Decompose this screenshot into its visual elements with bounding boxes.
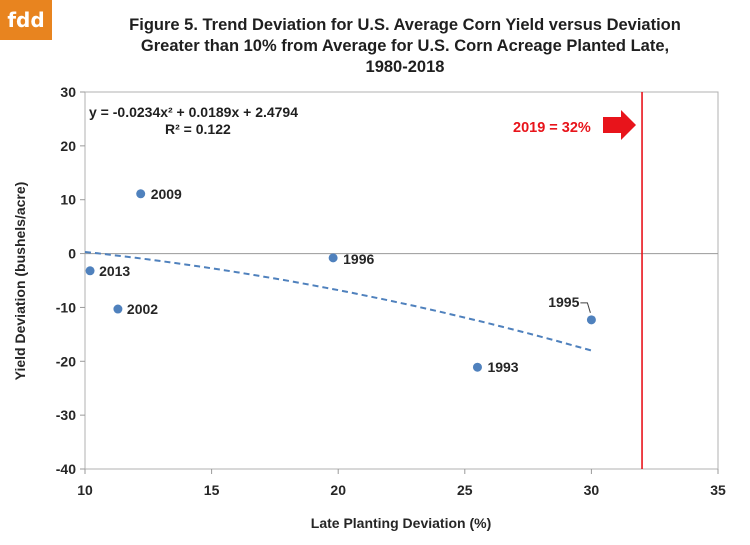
plot-area-frame <box>84 91 719 470</box>
data-point <box>472 362 482 372</box>
data-point <box>85 266 95 276</box>
y-tick-label: -30 <box>56 407 76 423</box>
fdd-logo-badge <box>0 0 52 40</box>
point-label-leader <box>580 302 591 313</box>
data-point <box>328 253 338 263</box>
data-point-label: 2013 <box>99 263 130 279</box>
chart-title-line-3: 1980-2018 <box>366 58 445 76</box>
y-tick-label: -20 <box>56 353 76 369</box>
y-tick-label: -40 <box>56 461 76 477</box>
data-point <box>136 189 146 199</box>
red-arrow-icon <box>603 110 636 140</box>
reference-line-label: 2019 = 32% <box>513 120 591 136</box>
x-axis-ticks: 10 15 20 25 30 35 <box>77 469 726 498</box>
x-axis-label: Late Planting Deviation (%) <box>311 515 491 531</box>
reference-line-group: 2019 = 32% <box>513 92 643 469</box>
data-point <box>586 315 596 325</box>
y-axis-ticks: 30 20 10 0 -10 -20 -30 -40 <box>56 84 718 477</box>
trendline-curve <box>84 251 592 352</box>
y-tick-label: 30 <box>60 84 76 100</box>
y-tick-label: -10 <box>56 299 76 315</box>
data-point-label: 1993 <box>487 359 518 375</box>
trendline-equation: y = -0.0234x² + 0.0189x + 2.4794 <box>89 104 298 120</box>
data-points: 2013 2002 2009 1996 1993 1995 <box>85 186 596 375</box>
x-tick-label: 15 <box>204 482 220 498</box>
y-tick-label: 10 <box>60 192 76 208</box>
data-point <box>113 304 123 314</box>
x-tick-label: 20 <box>330 482 346 498</box>
x-tick-label: 30 <box>584 482 600 498</box>
x-tick-label: 35 <box>710 482 726 498</box>
trendline-group <box>84 251 592 352</box>
fdd-logo-text: fdd <box>7 8 44 32</box>
data-point-label: 1996 <box>343 251 374 267</box>
y-tick-label: 20 <box>60 138 76 154</box>
chart-title-line-1: Figure 5. Trend Deviation for U.S. Avera… <box>129 16 681 34</box>
data-point-label: 2009 <box>151 186 182 202</box>
y-tick-label: 0 <box>68 246 76 262</box>
chart-title-line-2: Greater than 10% from Average for U.S. C… <box>141 37 669 55</box>
data-point-label: 1995 <box>548 294 579 310</box>
data-point-label: 2002 <box>127 301 158 317</box>
x-tick-label: 25 <box>457 482 473 498</box>
x-tick-label: 10 <box>77 482 93 498</box>
trendline-r-squared: R² = 0.122 <box>165 121 231 137</box>
y-axis-label: Yield Deviation (bushels/acre) <box>12 182 28 381</box>
